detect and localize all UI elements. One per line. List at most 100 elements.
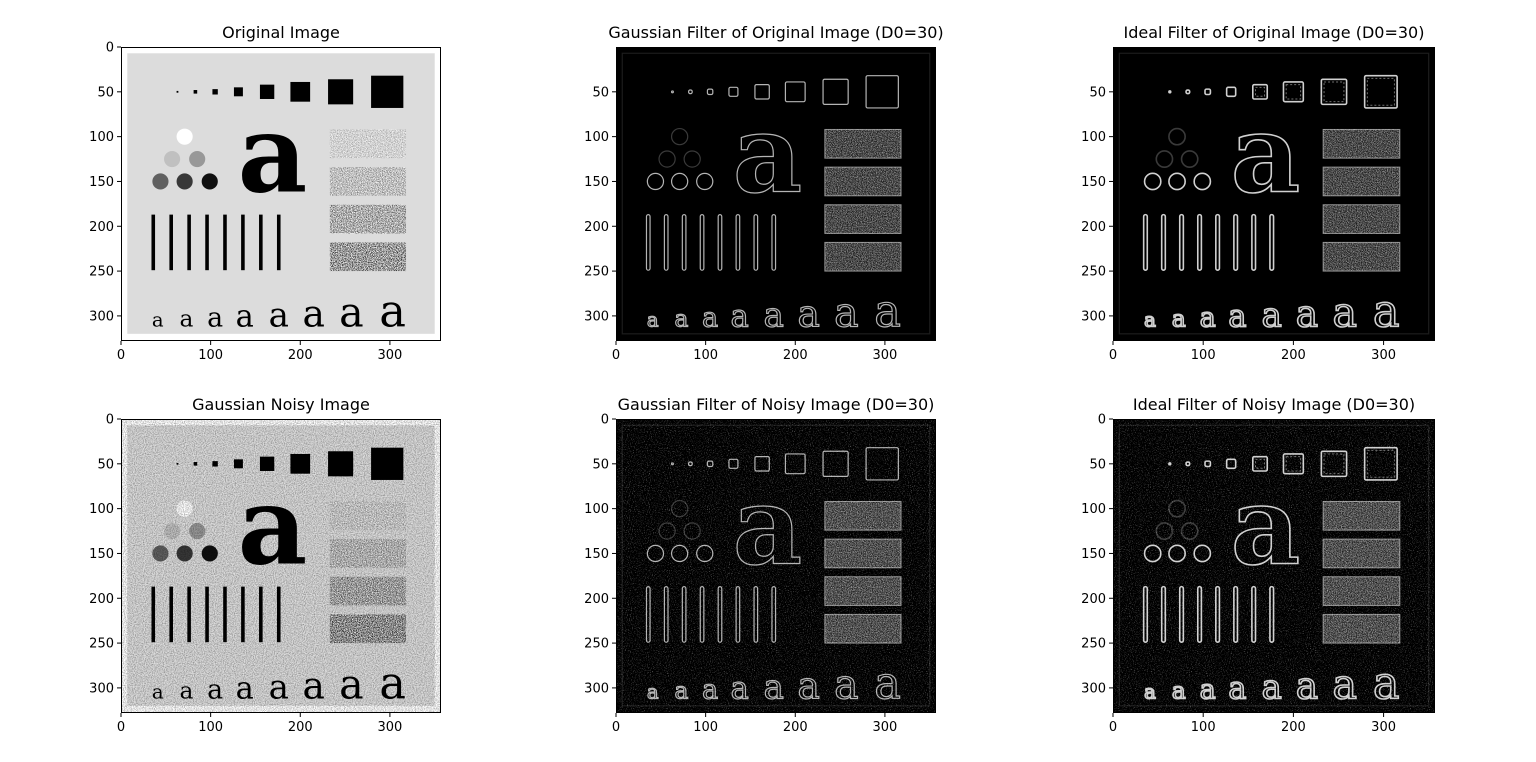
y-tick-label: 50 — [97, 457, 114, 472]
panel-4: Gaussian Noisy Image aa a a a a a a a 0 100 200 300 0… — [89, 395, 441, 735]
y-tick-label: 100 — [584, 130, 609, 145]
small-letter: a — [1200, 303, 1216, 334]
y-tick-label: 150 — [1081, 175, 1106, 190]
y-tick-label: 0 — [1098, 413, 1106, 428]
test-circle — [696, 172, 714, 191]
y-tick-label: 50 — [1089, 85, 1106, 100]
x-tick-label: 0 — [612, 348, 620, 363]
image-border-edge — [621, 52, 931, 335]
x-tick-label: 100 — [693, 348, 718, 363]
test-bar — [169, 214, 173, 271]
y-tick-label: 250 — [89, 265, 114, 280]
texture-rect — [1323, 204, 1400, 234]
small-letter: a — [302, 292, 324, 336]
y-tick-label: 200 — [1081, 220, 1106, 235]
test-bar — [223, 214, 227, 271]
axes-frame — [616, 47, 936, 341]
y-tick-label: 100 — [89, 502, 114, 517]
test-bar — [645, 214, 651, 271]
test-circle — [176, 173, 193, 190]
test-square — [1282, 81, 1305, 103]
texture-rect — [329, 242, 407, 272]
y-tick-label: 50 — [592, 85, 609, 100]
test-square — [1204, 88, 1212, 96]
test-circle — [1193, 172, 1212, 191]
texture-rect — [824, 242, 902, 272]
x-tick-label: 300 — [872, 720, 897, 735]
test-circle — [1168, 172, 1186, 191]
small-letter: a — [1172, 306, 1186, 333]
panel-title: Ideal Filter of Original Image (D0=30) — [1124, 23, 1425, 42]
x-tick-label: 300 — [377, 348, 402, 363]
small-letter: a — [1333, 289, 1358, 337]
y-tick-label: 250 — [1081, 265, 1106, 280]
small-letter: a — [236, 300, 254, 335]
texture-rect — [1323, 167, 1400, 196]
texture-rect — [1323, 129, 1400, 159]
y-tick-label: 100 — [1081, 502, 1106, 517]
small-letter: a — [269, 296, 289, 336]
y-tick-label: 150 — [89, 547, 114, 562]
test-circle — [189, 150, 206, 168]
x-tick-label: 0 — [117, 720, 125, 735]
test-circle — [683, 150, 701, 168]
texture-rect — [824, 204, 902, 234]
test-bar — [1160, 213, 1167, 271]
test-bar — [735, 214, 741, 271]
y-tick-label: 300 — [89, 309, 114, 324]
test-square — [259, 84, 275, 99]
x-tick-label: 200 — [1281, 348, 1306, 363]
panel-5: Gaussian Filter of Noisy Image (D0=30) aa… — [584, 395, 936, 735]
y-tick-label: 50 — [97, 85, 114, 100]
test-square — [1185, 89, 1191, 95]
test-bar — [276, 214, 281, 271]
test-circle — [658, 150, 676, 168]
small-letter: a — [874, 285, 901, 338]
x-tick-label: 200 — [288, 720, 313, 735]
noise-overlay — [121, 419, 441, 713]
test-square — [371, 75, 404, 108]
test-circle — [164, 150, 181, 168]
y-tick-label: 200 — [1081, 592, 1106, 607]
texture-rect — [824, 167, 902, 196]
big-letter: a — [238, 91, 308, 217]
test-circle — [670, 127, 689, 146]
small-letter: a — [1373, 285, 1400, 338]
test-square — [865, 75, 899, 109]
test-square — [1225, 86, 1237, 98]
test-square — [176, 90, 179, 93]
small-letter: a — [207, 303, 223, 334]
test-bar — [151, 214, 156, 271]
test-bar — [1142, 213, 1149, 271]
small-letter: a — [379, 285, 406, 338]
test-circle — [1180, 150, 1199, 168]
y-tick-label: 300 — [584, 681, 609, 696]
test-square — [328, 79, 354, 105]
test-square — [822, 78, 849, 105]
x-tick-label: 200 — [783, 720, 808, 735]
y-tick-label: 250 — [1081, 637, 1106, 652]
test-circle — [646, 172, 665, 191]
y-tick-label: 50 — [1089, 457, 1106, 472]
panel-title: Gaussian Filter of Original Image (D0=30… — [608, 23, 943, 42]
test-bar — [187, 214, 191, 271]
small-letter: a — [702, 303, 718, 334]
test-bar — [699, 214, 705, 271]
test-square — [1320, 78, 1348, 106]
ringing-square — [1255, 86, 1266, 97]
panel-title: Gaussian Noisy Image — [192, 395, 370, 414]
x-tick-label: 200 — [1281, 720, 1306, 735]
texture-rect — [329, 204, 407, 234]
y-tick-label: 100 — [584, 502, 609, 517]
panel-6: Ideal Filter of Noisy Image (D0=30) aaaaa… — [1081, 395, 1435, 735]
y-tick-label: 300 — [1081, 309, 1106, 324]
y-tick-label: 0 — [106, 413, 114, 428]
y-tick-label: 50 — [592, 457, 609, 472]
test-bar — [1196, 213, 1203, 271]
y-tick-label: 250 — [584, 637, 609, 652]
